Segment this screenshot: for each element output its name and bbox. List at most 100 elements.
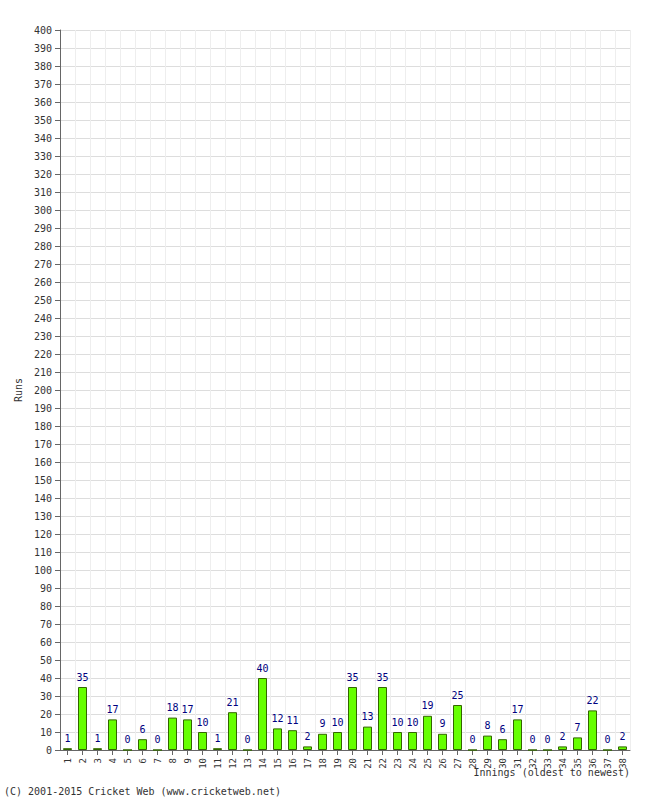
svg-text:0: 0 (124, 734, 130, 745)
svg-text:0: 0 (46, 745, 52, 756)
svg-text:340: 340 (34, 133, 52, 144)
svg-text:13: 13 (243, 758, 253, 769)
svg-text:0: 0 (544, 734, 550, 745)
svg-text:130: 130 (34, 511, 52, 522)
svg-text:3: 3 (93, 758, 103, 763)
svg-text:29: 29 (483, 758, 493, 769)
svg-text:17: 17 (303, 758, 313, 769)
svg-text:60: 60 (40, 637, 52, 648)
svg-text:8: 8 (484, 720, 490, 731)
svg-text:40: 40 (40, 673, 52, 684)
svg-text:320: 320 (34, 169, 52, 180)
svg-text:140: 140 (34, 493, 52, 504)
svg-text:21: 21 (363, 758, 373, 769)
svg-text:370: 370 (34, 79, 52, 90)
svg-text:26: 26 (438, 758, 448, 769)
svg-text:22: 22 (586, 695, 598, 706)
svg-text:0: 0 (244, 734, 250, 745)
svg-text:6: 6 (138, 758, 148, 763)
svg-text:350: 350 (34, 115, 52, 126)
svg-text:250: 250 (34, 295, 52, 306)
svg-text:17: 17 (181, 704, 193, 715)
svg-text:19: 19 (333, 758, 343, 769)
svg-text:0: 0 (469, 734, 475, 745)
svg-text:300: 300 (34, 205, 52, 216)
svg-text:110: 110 (34, 547, 52, 558)
svg-text:27: 27 (453, 758, 463, 769)
svg-text:36: 36 (588, 758, 598, 769)
svg-text:70: 70 (40, 619, 52, 630)
svg-text:50: 50 (40, 655, 52, 666)
svg-text:2: 2 (78, 758, 88, 763)
svg-text:11: 11 (286, 715, 298, 726)
svg-text:30: 30 (40, 691, 52, 702)
svg-text:4: 4 (108, 758, 118, 763)
svg-text:17: 17 (511, 704, 523, 715)
svg-text:9: 9 (319, 718, 325, 729)
svg-text:380: 380 (34, 61, 52, 72)
svg-text:10: 10 (40, 727, 52, 738)
svg-text:32: 32 (528, 758, 538, 769)
svg-text:25: 25 (451, 690, 463, 701)
svg-text:30: 30 (498, 758, 508, 769)
svg-text:12: 12 (271, 713, 283, 724)
svg-text:13: 13 (361, 711, 373, 722)
svg-text:260: 260 (34, 277, 52, 288)
svg-text:9: 9 (439, 718, 445, 729)
svg-text:35: 35 (376, 672, 388, 683)
svg-text:6: 6 (139, 724, 145, 735)
svg-text:38: 38 (618, 758, 628, 769)
svg-text:180: 180 (34, 421, 52, 432)
svg-text:240: 240 (34, 313, 52, 324)
svg-text:18: 18 (166, 702, 178, 713)
svg-text:2: 2 (559, 731, 565, 742)
svg-text:Runs: Runs (13, 378, 24, 402)
svg-text:400: 400 (34, 25, 52, 36)
svg-text:5: 5 (123, 758, 133, 763)
svg-text:35: 35 (76, 672, 88, 683)
svg-text:210: 210 (34, 367, 52, 378)
svg-text:0: 0 (529, 734, 535, 745)
svg-text:15: 15 (273, 758, 283, 769)
svg-text:17: 17 (106, 704, 118, 715)
svg-text:10: 10 (198, 758, 208, 769)
svg-text:310: 310 (34, 187, 52, 198)
svg-text:100: 100 (34, 565, 52, 576)
svg-text:25: 25 (423, 758, 433, 769)
svg-text:220: 220 (34, 349, 52, 360)
svg-text:0: 0 (604, 734, 610, 745)
svg-text:1: 1 (64, 733, 70, 744)
svg-text:170: 170 (34, 439, 52, 450)
svg-text:7: 7 (574, 722, 580, 733)
svg-text:24: 24 (408, 758, 418, 769)
svg-text:21: 21 (226, 697, 238, 708)
svg-text:1: 1 (214, 733, 220, 744)
svg-text:16: 16 (288, 758, 298, 769)
svg-text:2: 2 (304, 731, 310, 742)
svg-text:31: 31 (513, 758, 523, 769)
svg-text:230: 230 (34, 331, 52, 342)
svg-text:10: 10 (391, 717, 403, 728)
svg-text:20: 20 (348, 758, 358, 769)
svg-text:10: 10 (406, 717, 418, 728)
svg-text:11: 11 (213, 758, 223, 769)
svg-text:150: 150 (34, 475, 52, 486)
svg-text:1: 1 (94, 733, 100, 744)
svg-text:1: 1 (63, 758, 73, 763)
svg-text:(C) 2001-2015 Cricket Web (www: (C) 2001-2015 Cricket Web (www.cricketwe… (4, 786, 281, 797)
svg-text:35: 35 (346, 672, 358, 683)
svg-text:190: 190 (34, 403, 52, 414)
svg-text:8: 8 (168, 758, 178, 763)
svg-text:290: 290 (34, 223, 52, 234)
svg-text:2: 2 (619, 731, 625, 742)
svg-text:6: 6 (499, 724, 505, 735)
svg-text:33: 33 (543, 758, 553, 769)
svg-text:360: 360 (34, 97, 52, 108)
svg-text:19: 19 (421, 700, 433, 711)
svg-text:18: 18 (318, 758, 328, 769)
svg-text:270: 270 (34, 259, 52, 270)
svg-text:280: 280 (34, 241, 52, 252)
svg-text:28: 28 (468, 758, 478, 769)
svg-text:80: 80 (40, 601, 52, 612)
svg-text:390: 390 (34, 43, 52, 54)
